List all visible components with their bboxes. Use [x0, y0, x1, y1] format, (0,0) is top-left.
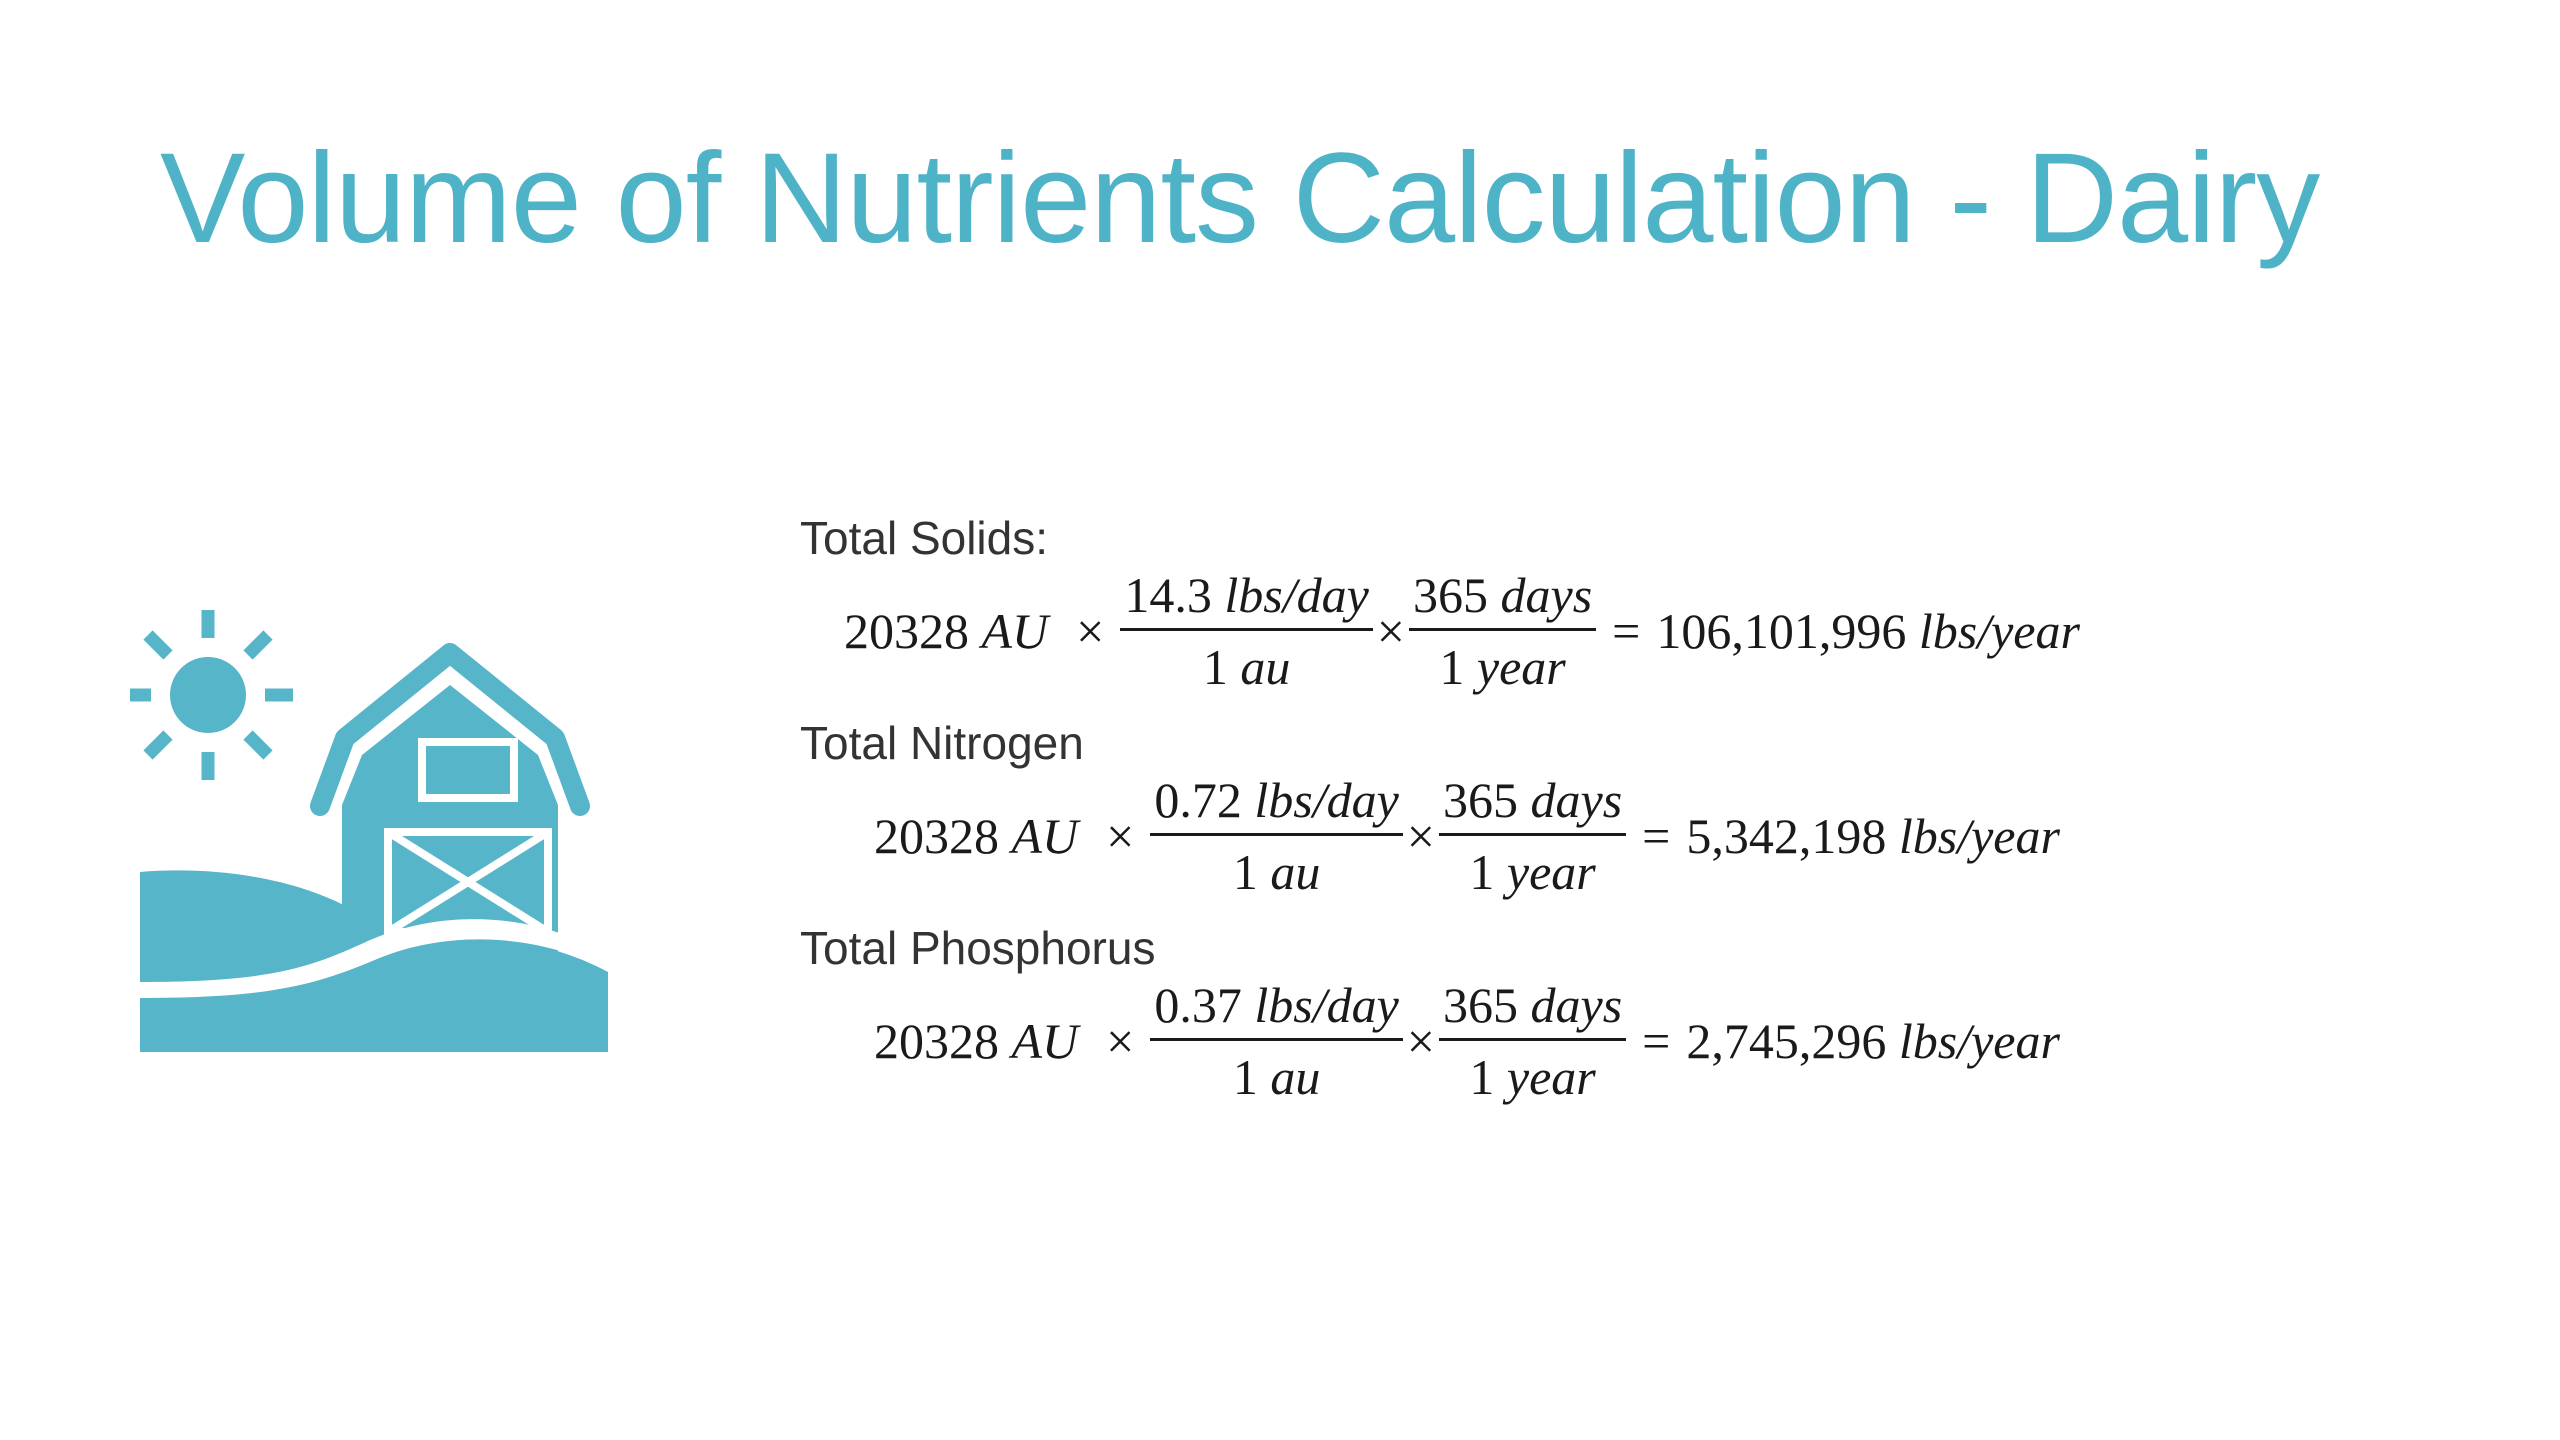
formula-label: Total Nitrogen	[800, 717, 1084, 769]
result: 2,745,296 lbs/year	[1686, 1013, 2060, 1069]
days-fraction: 365 days 1 year	[1439, 979, 1627, 1103]
animal-units: 20328 AU	[874, 808, 1079, 864]
result: 106,101,996 lbs/year	[1656, 603, 2080, 659]
formula-total-nitrogen: Total Nitrogen 20328 AU × 0.72 lbs/day 1…	[800, 720, 2060, 898]
times-operator: ×	[1106, 1013, 1135, 1069]
times-operator: ×	[1406, 1013, 1435, 1069]
rate-fraction: 14.3 lbs/day 1 au	[1120, 569, 1373, 693]
animal-units: 20328 AU	[844, 603, 1049, 659]
equals-operator: =	[1612, 603, 1641, 659]
days-fraction: 365 days 1 year	[1409, 569, 1597, 693]
equals-operator: =	[1642, 1013, 1671, 1069]
barn-with-sun-icon	[130, 610, 608, 1052]
equation: 20328 AU × 0.37 lbs/day 1 au × 365 days …	[874, 979, 2060, 1103]
times-operator: ×	[1076, 603, 1105, 659]
formula-label: Total Phosphorus	[800, 922, 1156, 974]
equation: 20328 AU × 14.3 lbs/day 1 au × 365 days …	[844, 569, 2080, 693]
days-fraction: 365 days 1 year	[1439, 774, 1627, 898]
result: 5,342,198 lbs/year	[1686, 808, 2060, 864]
slide-title: Volume of Nutrients Calculation - Dairy	[160, 127, 2320, 270]
equals-operator: =	[1642, 808, 1671, 864]
formula-total-solids: Total Solids: 20328 AU × 14.3 lbs/day 1 …	[800, 515, 2080, 693]
times-operator: ×	[1406, 808, 1435, 864]
formula-total-phosphorus: Total Phosphorus 20328 AU × 0.37 lbs/day…	[800, 925, 2060, 1103]
formula-label: Total Solids:	[800, 512, 1049, 564]
times-operator: ×	[1376, 603, 1405, 659]
rate-fraction: 0.37 lbs/day 1 au	[1150, 979, 1403, 1103]
equation: 20328 AU × 0.72 lbs/day 1 au × 365 days …	[874, 774, 2060, 898]
rate-fraction: 0.72 lbs/day 1 au	[1150, 774, 1403, 898]
times-operator: ×	[1106, 808, 1135, 864]
animal-units: 20328 AU	[874, 1013, 1079, 1069]
